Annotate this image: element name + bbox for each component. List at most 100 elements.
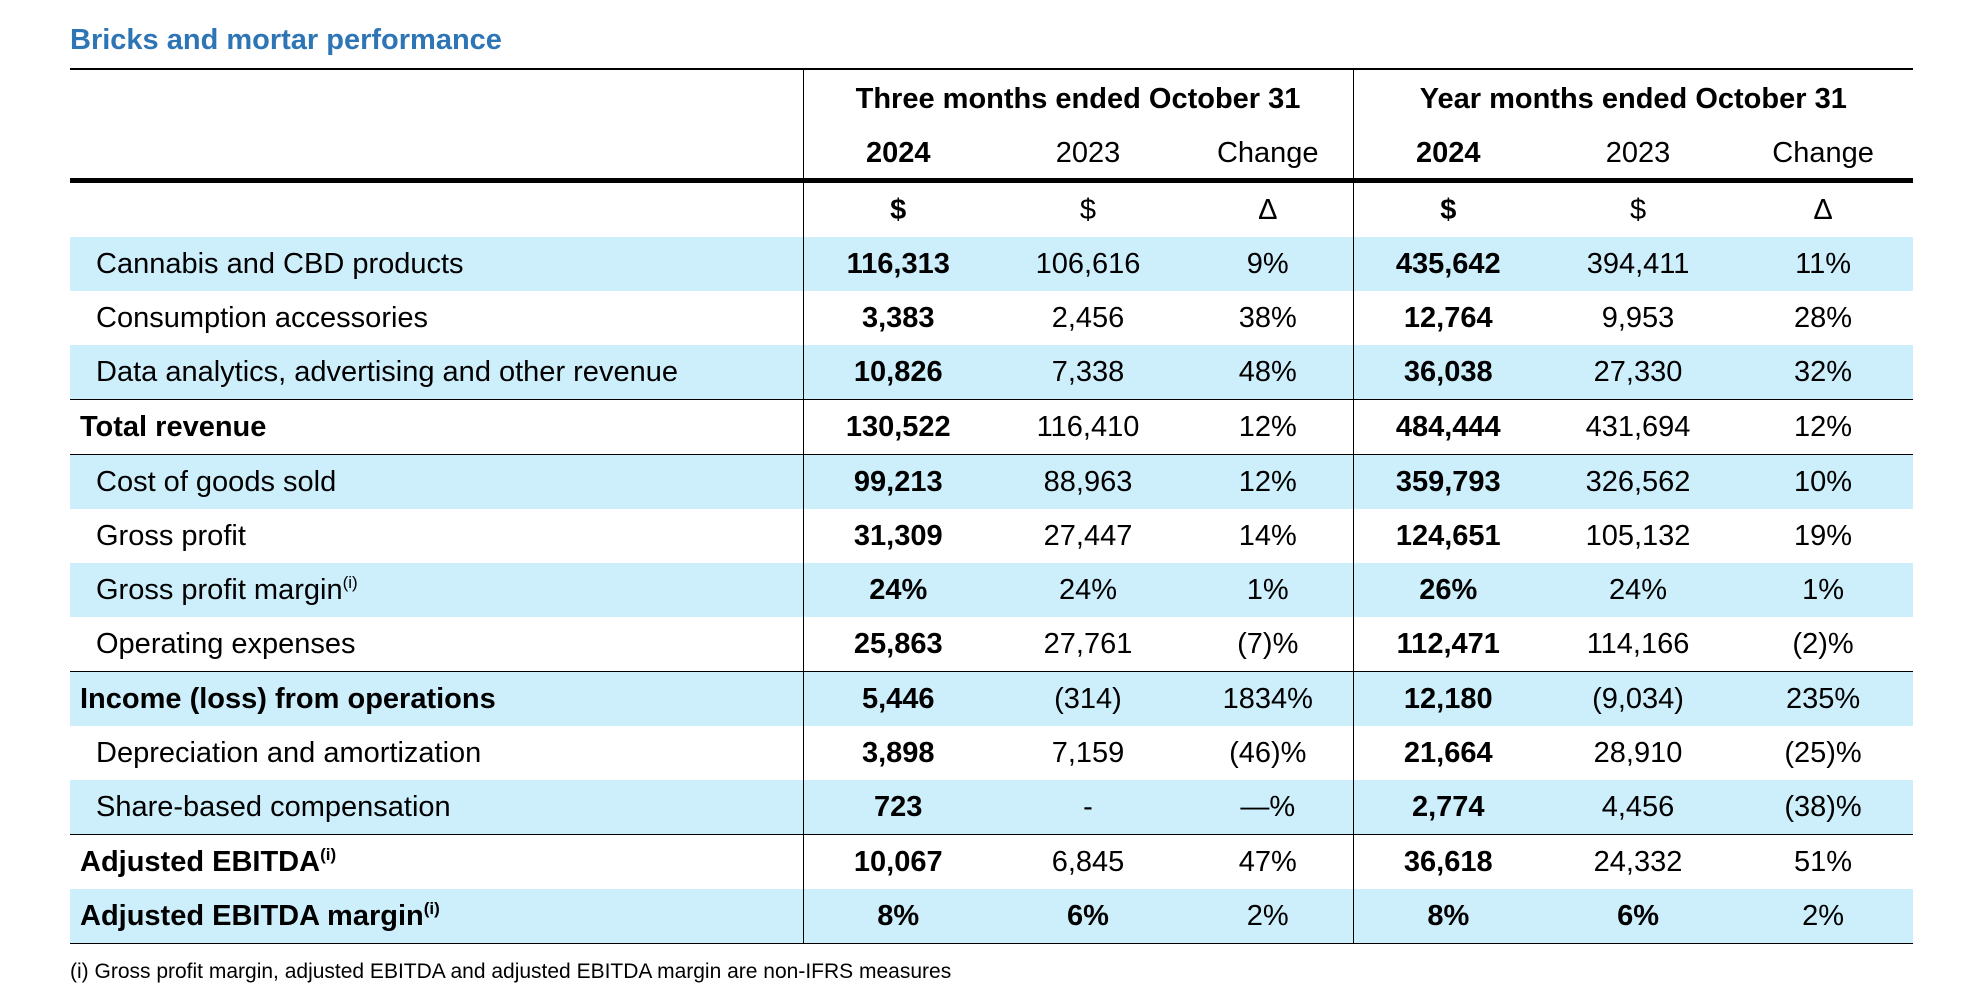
value-cell: 12,180 <box>1352 671 1544 726</box>
value-cell: 116,410 <box>993 399 1183 455</box>
value-cell: (7)% <box>1237 627 1299 660</box>
value-cell: 7,338 <box>993 345 1183 400</box>
value-cell: 6% <box>993 889 1183 944</box>
value-cell: 19% <box>1794 519 1853 552</box>
row-label-text: Gross profit margin <box>96 573 343 606</box>
row-label-text: Cost of goods sold <box>96 465 337 498</box>
value-cell: 6,845 <box>993 834 1183 889</box>
value-cell: (2)% <box>1792 627 1854 660</box>
value-cell: (25)% <box>1784 736 1862 769</box>
value-cell: 24% <box>802 563 993 617</box>
value-cell: (9,034) <box>1543 671 1734 726</box>
value-cell: 10,067 <box>802 834 993 889</box>
unit-cell: Δ <box>1813 193 1833 226</box>
row-label: Depreciation and amortization <box>70 726 803 780</box>
row-label-text: Consumption accessories <box>96 301 429 334</box>
value-cell: 4,456 <box>1543 780 1734 835</box>
value-cell: 11% <box>1733 237 1914 291</box>
value-cell: 7,159 <box>1051 736 1125 769</box>
row-label: Adjusted EBITDA margin(i) <box>70 889 803 944</box>
value-cell: 48% <box>1183 345 1354 400</box>
row-label: Gross profit margin(i) <box>70 563 803 617</box>
table-title: Bricks and mortar performance <box>70 24 502 56</box>
footnote-marker: (i) <box>320 844 337 864</box>
year-2023-year: 2023 <box>1543 128 1734 183</box>
row-label: Gross profit <box>70 509 803 563</box>
value-cell: 3,383 <box>802 291 993 345</box>
value-cell: 116,313 <box>802 237 993 291</box>
value-cell: 14% <box>1238 519 1297 552</box>
value-cell: (314) <box>993 671 1183 726</box>
value-cell: 27,447 <box>1043 519 1133 552</box>
value-cell: —% <box>1183 780 1354 835</box>
value-cell: 2,456 <box>1051 301 1125 334</box>
header-group-row: Three months ended October 31 Year month… <box>70 68 1914 128</box>
value-cell: 12% <box>1733 399 1914 455</box>
row-label: Cannabis and CBD products <box>70 237 803 291</box>
value-cell: 484,444 <box>1352 399 1544 455</box>
value-cell: 359,793 <box>1352 454 1544 509</box>
value-cell: 105,132 <box>1585 519 1691 552</box>
value-cell: 27,330 <box>1543 345 1734 400</box>
table-row: Income (loss) from operations 5,446 (314) 1… <box>70 671 1914 726</box>
unit-cell: $ <box>1352 180 1544 237</box>
value-cell: 235% <box>1733 671 1914 726</box>
row-label: Total revenue <box>70 399 803 455</box>
change-three: Change <box>1183 128 1354 183</box>
row-label-text: Cannabis and CBD products <box>96 247 464 280</box>
value-cell: 36,038 <box>1352 345 1544 400</box>
value-cell: 2% <box>1733 889 1914 944</box>
value-cell: 8% <box>1352 889 1544 944</box>
value-cell: 112,471 <box>1352 617 1544 672</box>
header-units-row: $ $ Δ $ $ Δ <box>70 180 1913 237</box>
change-year: Change <box>1733 128 1914 183</box>
value-cell: 31,309 <box>802 509 993 563</box>
value-cell: 32% <box>1733 345 1914 400</box>
value-cell: 1% <box>1733 563 1914 617</box>
value-cell: 28,910 <box>1593 736 1683 769</box>
value-cell: 36,618 <box>1352 834 1544 889</box>
value-cell: 9% <box>1183 237 1354 291</box>
row-label-text: Operating expenses <box>96 627 356 660</box>
value-cell: 26% <box>1352 563 1544 617</box>
unit-cell: $ <box>1629 193 1647 226</box>
table-row: Depreciation and amortization 3,898 7,159 (… <box>70 726 1913 780</box>
row-label: Cost of goods sold <box>70 454 803 509</box>
row-label: Operating expenses <box>70 617 803 672</box>
value-cell: 723 <box>802 780 993 835</box>
value-cell: 1834% <box>1183 671 1354 726</box>
table-row: Cost of goods sold 99,213 88,963 12% 359,793… <box>70 454 1914 509</box>
value-cell: 27,761 <box>1043 627 1133 660</box>
unit-cell: Δ <box>1258 193 1278 226</box>
value-cell: 8% <box>802 889 993 944</box>
value-cell: 21,664 <box>1352 726 1544 780</box>
row-label-text: Share-based compensation <box>96 790 451 823</box>
table-row: Gross profit margin(i) 24% 24% 1% 26% 24% 1% <box>70 563 1914 617</box>
value-cell: 2,774 <box>1352 780 1544 835</box>
value-cell: 28% <box>1794 301 1853 334</box>
table-row: Gross profit 31,309 27,447 14% 124,651 105,13… <box>70 509 1913 563</box>
row-label-text: Total revenue <box>80 410 267 443</box>
performance-table: Three months ended October 31 Year month… <box>70 68 1914 944</box>
table-row: Share-based compensation 723- —% 2,774 4,456… <box>70 780 1914 835</box>
value-cell: 106,616 <box>993 237 1183 291</box>
unit-cell: $ <box>1079 193 1097 226</box>
value-cell: 12% <box>1183 454 1354 509</box>
value-cell: 88,963 <box>993 454 1183 509</box>
table-row: Adjusted EBITDA margin(i) 8% 6% 2% 8% 6% 2% <box>70 889 1914 944</box>
value-cell: 12% <box>1183 399 1354 455</box>
header-years-row: 2024 2023 Change 2024 2023 Change <box>70 128 1914 183</box>
table-row: Cannabis and CBD products 116,313 106,616 9… <box>70 237 1914 291</box>
table-body: Cannabis and CBD products 116,313 106,616 9… <box>70 237 1914 944</box>
value-cell: 114,166 <box>1586 627 1690 660</box>
row-label: Consumption accessories <box>70 291 803 345</box>
unit-cell: $ <box>802 180 993 237</box>
value-cell: 99,213 <box>802 454 993 509</box>
value-cell: 124,651 <box>1352 509 1544 563</box>
row-label-text: Gross profit <box>96 519 246 552</box>
value-cell: 3,898 <box>802 726 993 780</box>
value-cell: 394,411 <box>1543 237 1734 291</box>
value-cell: (38)% <box>1733 780 1914 835</box>
year-2023-three: 2023 <box>993 128 1183 183</box>
footnote-marker: (i) <box>423 898 440 918</box>
